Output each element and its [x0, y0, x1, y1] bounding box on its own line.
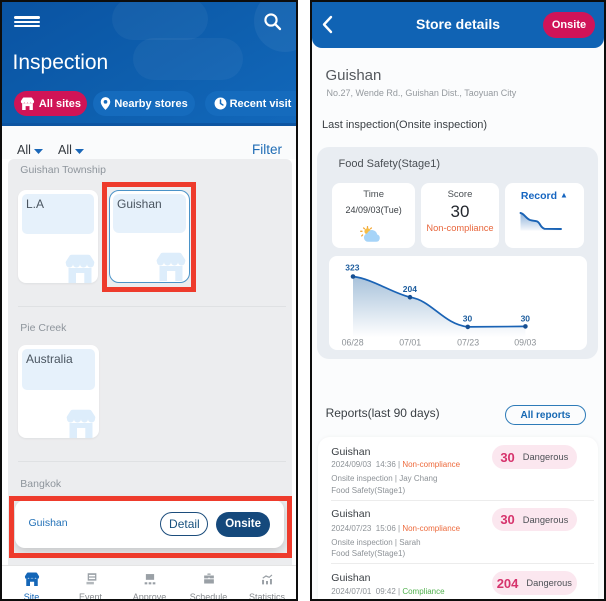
svg-text:30: 30	[462, 313, 472, 323]
svg-text:07/23: 07/23	[457, 337, 479, 347]
svg-text:06/28: 06/28	[341, 337, 363, 347]
svg-text:30: 30	[520, 313, 530, 323]
svg-text:204: 204	[402, 283, 416, 293]
svg-text:07/01: 07/01	[399, 337, 421, 347]
svg-text:323: 323	[345, 262, 359, 272]
svg-text:09/03: 09/03	[514, 337, 536, 347]
